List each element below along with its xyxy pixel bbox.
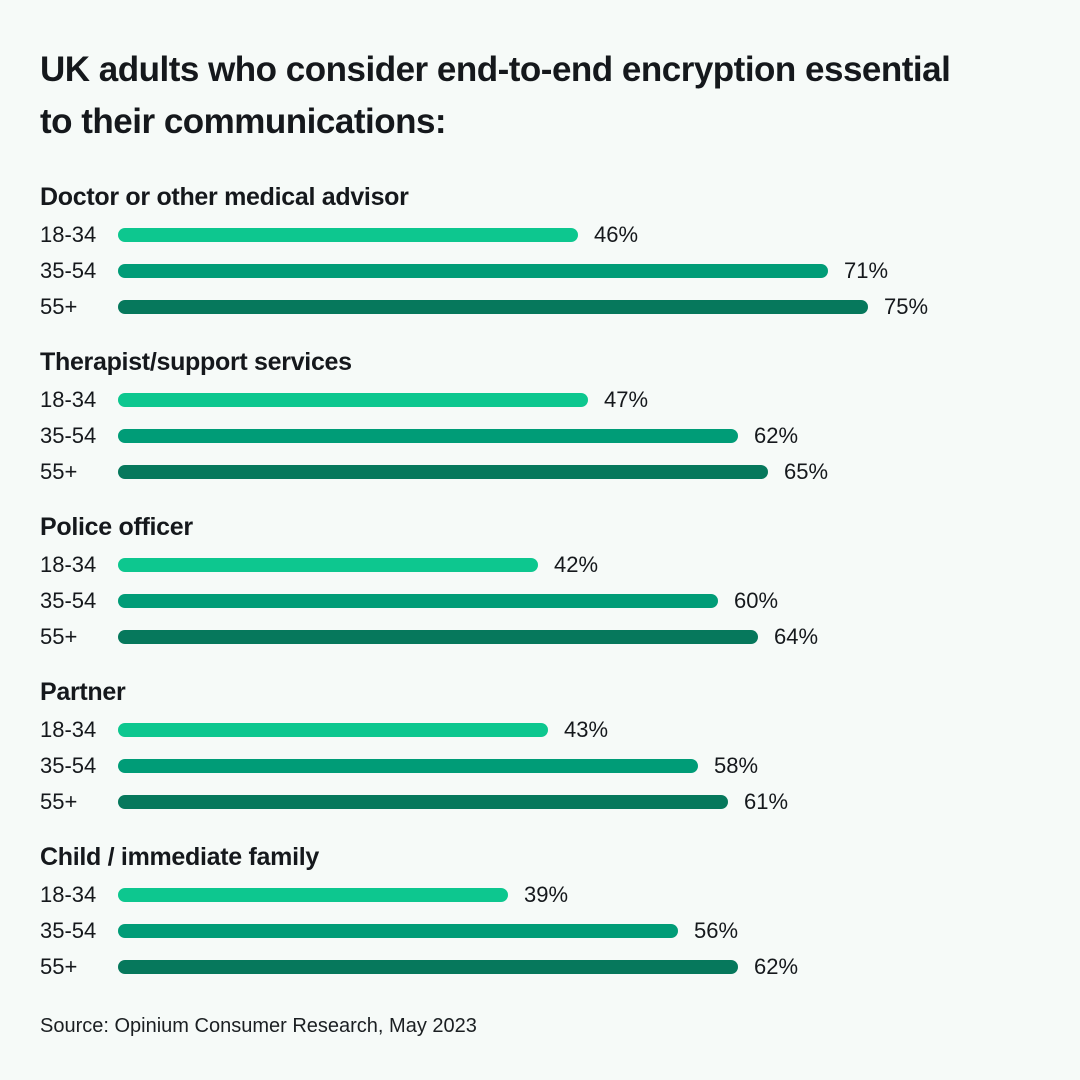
bar-row: 35-54 58%: [40, 748, 1040, 784]
value-label: 58%: [714, 753, 759, 778]
bar-row: 18-34 47%: [40, 382, 1040, 418]
value-label: 61%: [744, 789, 789, 814]
bar-row: 35-54 62%: [40, 418, 1040, 454]
age-group-label: 35-54: [40, 588, 97, 613]
bar: [118, 558, 538, 572]
bar-row: 18-34 46%: [40, 217, 1040, 253]
bar: [118, 888, 508, 902]
value-label: 60%: [734, 588, 779, 613]
age-group-label: 18-34: [40, 387, 97, 412]
bar: [118, 960, 738, 974]
value-label: 39%: [524, 882, 569, 907]
value-label: 75%: [884, 294, 929, 319]
value-label: 62%: [754, 954, 799, 979]
value-label: 64%: [774, 624, 819, 649]
bar: [118, 924, 678, 938]
bar-group: Police officer 18-34 42% 35-54 60% 55+ 64%: [40, 512, 1040, 655]
age-group-label: 55+: [40, 954, 78, 979]
age-group-label: 35-54: [40, 423, 97, 448]
value-label: 62%: [754, 423, 799, 448]
age-group-label: 18-34: [40, 882, 97, 907]
grouped-bar-chart: Doctor or other medical advisor 18-34 46% 3…: [40, 182, 1040, 985]
bar: [118, 300, 868, 314]
bar: [118, 465, 768, 479]
bar-group: Therapist/support services 18-34 47% 35-54 6…: [40, 347, 1040, 490]
category-label: Therapist/support services: [40, 348, 352, 376]
category-label: Child / immediate family: [40, 843, 319, 871]
bar: [118, 264, 828, 278]
category-label: Doctor or other medical advisor: [40, 183, 409, 211]
bar-row: 55+ 75%: [40, 289, 1040, 325]
bar: [118, 630, 758, 644]
chart-title: UK adults who consider end-to-end encryp…: [40, 50, 951, 141]
value-label: 65%: [784, 459, 829, 484]
age-group-label: 18-34: [40, 222, 97, 247]
bar: [118, 594, 718, 608]
value-label: 56%: [694, 918, 739, 943]
age-group-label: 35-54: [40, 753, 97, 778]
age-group-label: 55+: [40, 624, 78, 649]
category-label: Partner: [40, 678, 126, 706]
age-group-label: 18-34: [40, 717, 97, 742]
bar-group: Child / immediate family 18-34 39% 35-54 56%…: [40, 842, 1040, 985]
bar-row: 55+ 65%: [40, 454, 1040, 490]
bar: [118, 393, 588, 407]
value-label: 46%: [594, 222, 639, 247]
bar-row: 35-54 56%: [40, 913, 1040, 949]
bar: [118, 429, 738, 443]
bar-row: 18-34 39%: [40, 877, 1040, 913]
bar: [118, 228, 578, 242]
bar-row: 35-54 60%: [40, 583, 1040, 619]
source-note: Source: Opinium Consumer Research, May 2…: [40, 1015, 477, 1037]
bar-row: 55+ 61%: [40, 784, 1040, 820]
bar-group: Doctor or other medical advisor 18-34 46% 3…: [40, 182, 1040, 325]
age-group-label: 55+: [40, 294, 78, 319]
bar: [118, 723, 548, 737]
bar-row: 18-34 43%: [40, 712, 1040, 748]
age-group-label: 55+: [40, 459, 78, 484]
bar-row: 35-54 71%: [40, 253, 1040, 289]
value-label: 43%: [564, 717, 609, 742]
age-group-label: 35-54: [40, 258, 97, 283]
bar-group: Partner 18-34 43% 35-54 58% 55+ 61%: [40, 677, 1040, 820]
bar: [118, 759, 698, 773]
bar-row: 55+ 62%: [40, 949, 1040, 985]
value-label: 47%: [604, 387, 649, 412]
value-label: 71%: [844, 258, 889, 283]
age-group-label: 55+: [40, 789, 78, 814]
bar-row: 55+ 64%: [40, 619, 1040, 655]
age-group-label: 35-54: [40, 918, 97, 943]
age-group-label: 18-34: [40, 552, 97, 577]
bar-row: 18-34 42%: [40, 547, 1040, 583]
value-label: 42%: [554, 552, 599, 577]
category-label: Police officer: [40, 513, 193, 541]
bar: [118, 795, 728, 809]
